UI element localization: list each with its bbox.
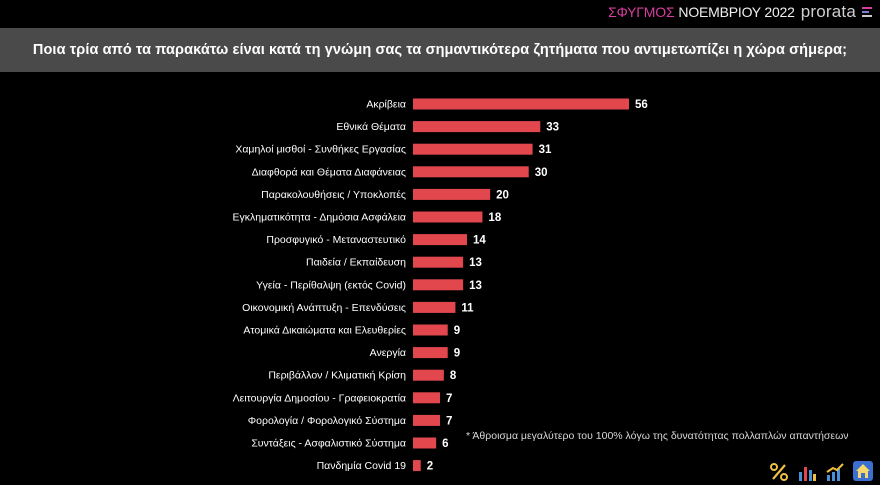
category-label: Συντάξεις - Ασφαλιστικό Σύστημα (251, 438, 406, 450)
bar (413, 460, 421, 472)
data-label: 31 (539, 144, 552, 156)
bar (413, 369, 444, 381)
bar (413, 98, 629, 110)
category-label: Παρακολουθήσεις / Υποκλοπές (261, 189, 406, 201)
bar (413, 143, 533, 155)
bar (413, 279, 464, 291)
home-icon (852, 460, 874, 482)
category-label: Λειτουργία Δημοσίου - Γραφειοκρατία (233, 392, 406, 404)
data-label: 30 (535, 167, 548, 179)
data-label: 2 (427, 461, 433, 473)
bar (413, 256, 464, 268)
bar (413, 414, 440, 426)
question-title: Ποια τρία από τα παρακάτω είναι κατά τη … (32, 42, 848, 58)
category-label: Ανεργία (370, 347, 406, 359)
bottom-icons (768, 460, 874, 482)
category-label: Εγκληματικότητα - Δημόσια Ασφάλεια (233, 212, 406, 224)
data-label: 18 (488, 212, 501, 224)
bar-chart-icon (796, 460, 818, 482)
category-label: Ακρίβεια (366, 99, 406, 111)
data-label: 7 (446, 393, 452, 405)
data-label: 8 (450, 370, 457, 382)
bar (413, 392, 440, 404)
data-label: 33 (546, 122, 559, 134)
bar (413, 437, 437, 449)
category-label: Οικονομική Ανάπτυξη - Επενδύσεις (242, 302, 406, 314)
bar (413, 301, 456, 313)
data-label: 7 (446, 415, 452, 427)
bar (413, 166, 529, 178)
category-label: Εθνικά Θέματα (336, 121, 406, 133)
bar (413, 234, 467, 246)
data-label: 56 (635, 99, 648, 111)
category-label: Ατομικά Δικαιώματα και Ελευθερίες (243, 325, 406, 337)
question-title-band: Ποια τρία από τα παρακάτω είναι κατά τη … (0, 28, 880, 72)
category-label: Υγεία - Περίθαλψη (εκτός Covid) (256, 279, 406, 291)
brand-mark-icon (862, 7, 872, 17)
bar (413, 347, 448, 359)
category-label: Προσφυγικό - Μεταναστευτικό (266, 234, 406, 246)
bar (413, 121, 541, 133)
footnote: * Άθροισμα μεγαλύτερο του 100% λόγω της … (466, 430, 849, 442)
category-label: Διαφθορά και Θέματα Διαφάνειας (252, 166, 406, 178)
survey-name: ΣΦΥΓΜΟΣ (608, 4, 675, 20)
category-label: Περιβάλλον / Κλιματική Κρίση (268, 370, 406, 382)
category-label: Πανδημία Covid 19 (317, 460, 407, 472)
percent-icon (768, 460, 790, 482)
data-label: 9 (454, 325, 460, 337)
data-label: 14 (473, 235, 486, 247)
growth-chart-icon (824, 460, 846, 482)
brand-logo: prorata (800, 2, 856, 21)
bar (413, 211, 483, 223)
category-label: Χαμηλοί μισθοί - Συνθήκες Εργασίας (235, 144, 406, 156)
data-label: 9 (454, 348, 460, 360)
bar (413, 188, 491, 200)
category-label: Φορολογία / Φορολογικό Σύστημα (248, 415, 406, 427)
survey-month: ΝΟΕΜΒΡΙΟΥ 2022 (678, 4, 795, 20)
bar (413, 324, 448, 336)
brand-header: ΣΦΥΓΜΟΣ ΝΟΕΜΒΡΙΟΥ 2022 prorata (608, 2, 872, 21)
top-bar: ΣΦΥΓΜΟΣ ΝΟΕΜΒΡΙΟΥ 2022 prorata (0, 0, 880, 24)
data-label: 13 (469, 280, 482, 292)
data-label: 20 (496, 189, 509, 201)
category-label: Παιδεία / Εκπαίδευση (306, 257, 406, 269)
data-label: 6 (442, 438, 448, 450)
data-label: 11 (461, 302, 474, 314)
data-label: 13 (469, 257, 482, 269)
